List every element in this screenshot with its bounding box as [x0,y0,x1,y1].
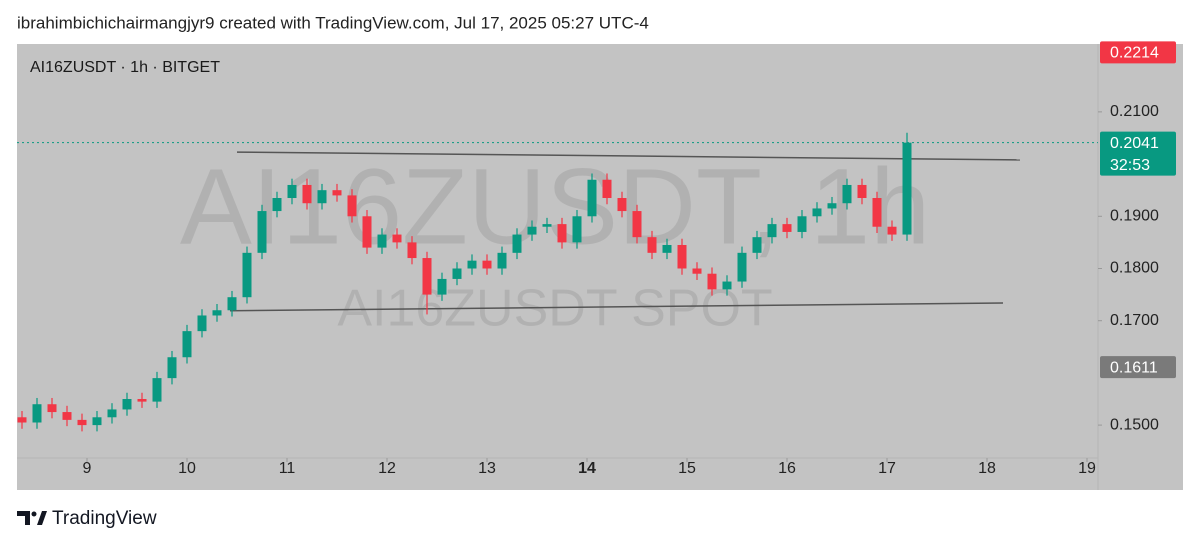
x-tick-label: 11 [279,460,296,477]
candle-body [647,237,657,253]
candle-body [587,179,597,217]
watermark: AI16ZUSDT, 1h [180,146,930,267]
candle-body [92,417,102,426]
y-tick-label: 0.1700 [1110,312,1159,329]
candle-body [137,399,147,402]
candle-body [452,268,462,279]
x-tick-label: 9 [83,460,92,477]
candle-body [47,404,57,413]
logo [17,511,47,525]
candle-body [512,234,522,253]
candle-body [17,417,27,423]
candle-body [737,252,747,282]
y-tick-label: 0.2100 [1110,103,1159,120]
candle-body [542,224,552,227]
x-tick-label: 10 [178,460,196,477]
chart-panel [17,44,1183,490]
price-label-box [1100,41,1176,64]
candle-body [242,252,252,298]
candle-body [212,310,222,316]
candle-body [482,260,492,269]
candle-body [722,281,732,290]
candle-body [827,203,837,209]
candle-body [527,226,537,235]
candle-body [707,273,717,290]
x-tick-label: 19 [1078,460,1096,477]
price-label-box [1100,356,1176,379]
candle-body [797,216,807,232]
candle-body [662,244,672,253]
candle-body [302,184,312,204]
candle-body [407,242,417,259]
candle-body [422,258,432,295]
candle-body [107,409,117,418]
candle-body [287,184,297,199]
trendline [229,302,1004,312]
candle-body [677,244,687,269]
candle-body [887,226,897,235]
price-label: 0.1611 [1110,359,1158,376]
candle-body [557,224,567,243]
price-label: 0.2041 [1110,135,1159,152]
candle-body [272,198,282,212]
candle-body [872,198,882,227]
candle-body [842,184,852,204]
candle-body [62,412,72,420]
candle-body [257,211,267,253]
candle-body [767,224,777,238]
x-tick-label: 18 [978,460,996,477]
x-tick-label: 15 [678,460,696,477]
price-label-box [1100,131,1176,176]
brand: TradingView [52,508,157,529]
candle-body [152,378,162,402]
candle-body [182,331,192,358]
candle-body [377,234,387,248]
symbol-label: AI16ZUSDT · 1h · BITGET [30,59,220,76]
candle-body [32,404,42,423]
y-tick-label: 0.1800 [1110,260,1159,277]
x-tick-label: 16 [778,460,796,477]
candle-body [392,234,402,243]
candle-body [602,179,612,199]
candle-body [332,190,342,196]
candle-body [812,208,822,217]
candle-body [692,268,702,274]
y-tick-label: 0.1500 [1110,416,1159,433]
price-label: 0.2214 [1110,45,1159,62]
trendline [236,151,1021,161]
candle-body [347,195,357,217]
candle-body [617,198,627,212]
candle-body [167,357,177,379]
countdown: 32:53 [1110,157,1150,174]
candle-body [317,190,327,204]
y-tick-label: 0.1900 [1110,208,1159,225]
candle-body [467,260,477,269]
candle-body [572,216,582,243]
candle-body [782,224,792,232]
candle-body [752,237,762,253]
candle-body [122,399,132,410]
candle-body [77,419,87,426]
candle-body [902,142,912,235]
x-tick-label: 17 [878,460,896,477]
candle-body [362,216,372,248]
candle-body [437,278,447,295]
x-tick-label: 12 [378,460,396,477]
credit: ibrahimbichichairmangjyr9 created with T… [17,13,649,32]
x-tick-label: 13 [478,460,496,477]
x-tick-label: 14 [578,460,596,477]
candle-body [497,252,507,269]
candle-body [197,315,207,332]
candle-body [857,184,867,199]
candle-body [227,297,237,311]
candle-body [632,211,642,238]
